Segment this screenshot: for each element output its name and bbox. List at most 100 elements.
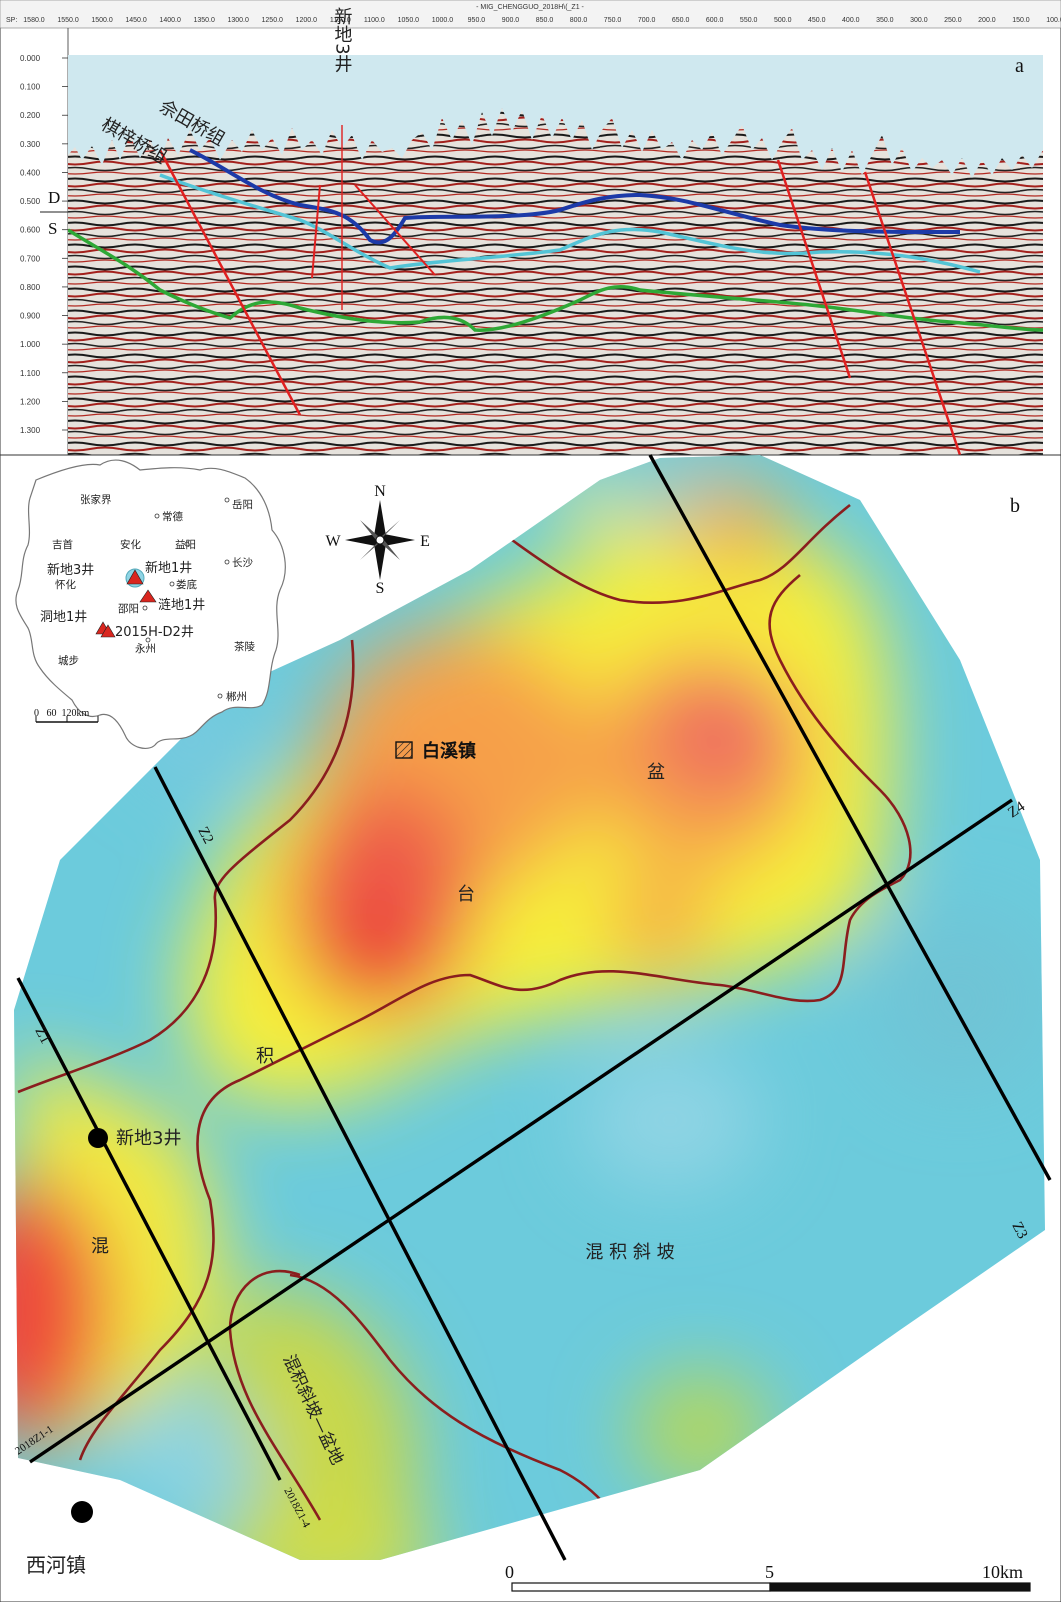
time-tick-label: 0.200 — [20, 111, 41, 120]
seismic-section-panel: - MIG_CHENGGUO_2018H\(_Z1 - SP: 1580.0 15… — [0, 0, 1061, 456]
compass-s: S — [376, 580, 385, 597]
line-label-z1: Z1 — [31, 1024, 53, 1046]
time-tick-label: 0.600 — [20, 226, 41, 235]
sp-tick-label: 650.0 — [672, 17, 690, 24]
line-label-z3: Z3 — [1008, 1219, 1030, 1241]
zone-label-hun: 混 — [91, 1236, 109, 1257]
sp-tick-label: 300.0 — [910, 17, 928, 24]
time-tick-label: 1.000 — [20, 340, 41, 349]
inset-city-huaihua: 怀化 — [55, 578, 76, 591]
sp-tick-label: 950.0 — [468, 17, 486, 24]
sp-tick-label: 1000.0 — [432, 17, 454, 24]
sp-tick-label: 750.0 — [604, 17, 622, 24]
scale-label-5: 5 — [765, 1562, 774, 1582]
inset-well-dongdi1: 洞地1井 — [40, 610, 87, 625]
inset-well-xd1: 新地1井 — [145, 560, 192, 576]
inset-city-anhua: 安化 — [120, 538, 141, 551]
section-header-title: - MIG_CHENGGUO_2018H\(_Z1 - — [476, 4, 584, 11]
sp-tick-label: 250.0 — [944, 17, 962, 24]
sp-tick-label: 800.0 — [570, 17, 588, 24]
sp-tick-label: 1100.0 — [364, 17, 385, 24]
north-arrow: N S E W — [325, 483, 429, 597]
time-tick-label: 0.400 — [20, 168, 41, 177]
town-marker-xihe — [71, 1501, 93, 1523]
sp-tick-label: 500.0 — [774, 17, 792, 24]
scale-label-10km: 10km — [982, 1562, 1023, 1582]
town-label-xihe: 西河镇 — [26, 1553, 86, 1577]
well-label-xd3: 新地3井 — [116, 1128, 181, 1149]
panel-a-label: a — [1015, 55, 1024, 77]
sp-tick-label: 1450.0 — [125, 17, 147, 24]
inset-well-liandi1: 涟地1井 — [158, 597, 205, 613]
sp-tick-label: 450.0 — [808, 17, 826, 24]
sp-tick-labels: 1580.0 1550.0 1500.0 1450.0 1400.0 1350.0 1300… — [23, 17, 1061, 24]
inset-city-changde: 常德 — [162, 510, 183, 523]
zone-label-pen: 盆 — [647, 762, 665, 783]
inset-city-loudi: 娄底 — [176, 578, 197, 591]
time-tick-label: 0.000 — [20, 54, 41, 63]
time-tick-label: 0.300 — [20, 140, 41, 149]
inset-city-chenzhou: 郴州 — [226, 690, 247, 703]
sp-tick-label: 1550.0 — [57, 17, 79, 24]
time-tick-label: 1.300 — [20, 426, 41, 435]
town-symbol-baixi — [395, 741, 413, 759]
zone-label-ji: 积 — [256, 1046, 274, 1067]
seismic-lines — [16, 454, 1052, 1561]
inset-city-chengbu: 城步 — [58, 655, 79, 667]
inset-city-chaling: 茶陵 — [234, 640, 255, 653]
sp-tick-label: 1250.0 — [262, 17, 284, 24]
compass-e: E — [420, 533, 430, 550]
time-tick-label: 0.800 — [20, 283, 41, 292]
inset-city-yiyang: 益阳 — [175, 538, 196, 551]
inset-city-yongzhou: 永州 — [135, 642, 156, 655]
inset-city-shaoyang: 邵阳 — [118, 603, 139, 615]
time-tick-label: 1.200 — [20, 397, 41, 406]
boundary-top-label: D — [48, 188, 60, 207]
sp-tick-label: 1200.0 — [296, 17, 318, 24]
town-label-baixi: 白溪镇 — [422, 740, 476, 762]
inset-scale-label: 0 60 120km — [34, 708, 90, 719]
boundary-bottom-label: S — [48, 219, 57, 238]
sp-tick-label: 600.0 — [706, 17, 724, 24]
time-tick-label: 0.900 — [20, 312, 41, 321]
time-tick-label: 0.700 — [20, 254, 41, 263]
sp-prefix: SP: — [6, 17, 17, 24]
zone-label-tai: 台 — [457, 884, 475, 905]
panel-b-label: b — [1010, 495, 1020, 517]
sp-tick-label: 100.0 — [1046, 17, 1061, 24]
sp-tick-label: 1150.0 — [330, 17, 351, 24]
facies-map-panel: Z1 Z2 Z3 Z4 2018Z1-1 2018Z1-4 盆 台 积 混 混 … — [0, 454, 1061, 1602]
zone-label-slope: 混 积 斜 坡 — [585, 1242, 674, 1263]
time-tick-label: 1.100 — [20, 369, 41, 378]
sp-tick-label: 1580.0 — [23, 17, 45, 24]
sp-tick-label: 900.0 — [502, 17, 520, 24]
time-tick-label: 0.500 — [20, 197, 41, 206]
seismic-body — [68, 108, 1043, 455]
inset-city-changsha: 长沙 — [232, 557, 253, 569]
sp-tick-label: 400.0 — [842, 17, 860, 24]
sp-tick-label: 1050.0 — [398, 17, 420, 24]
sp-tick-label: 1500.0 — [91, 17, 113, 24]
sp-tick-label: 1400.0 — [159, 17, 181, 24]
line-label-z4: Z4 — [1005, 798, 1028, 821]
sp-tick-label: 150.0 — [1012, 17, 1030, 24]
sp-tick-label: 350.0 — [876, 17, 894, 24]
inset-city-jishou: 吉首 — [52, 538, 73, 551]
scale-label-0: 0 — [505, 1562, 514, 1582]
inset-location-map: 张家界 常德 岳阳 吉首 安化 益阳 长沙 怀化 娄底 邵阳 永州 城步 茶陵 … — [15, 459, 286, 749]
well-marker-xd3 — [88, 1128, 108, 1148]
inset-city-zhangjiajie: 张家界 — [80, 493, 112, 506]
sp-tick-label: 850.0 — [536, 17, 554, 24]
line-label-z2: Z2 — [194, 824, 216, 846]
inset-well-xd3: 新地3井 — [47, 562, 94, 578]
well-label-section: 新地3井 — [332, 7, 353, 73]
sp-tick-label: 1350.0 — [193, 17, 215, 24]
time-tick-label: 0.100 — [20, 83, 41, 92]
inset-city-yueyang: 岳阳 — [232, 499, 253, 511]
time-axis: 0.000 0.100 0.200 0.300 0.400 0.500 0.600 0.700… — [20, 54, 68, 435]
inset-well-2015h-d2: 2015H-D2井 — [115, 625, 194, 640]
sp-tick-label: 1300.0 — [227, 17, 249, 24]
scale-bar: 0 5 10km — [505, 1562, 1031, 1592]
sp-tick-label: 550.0 — [740, 17, 758, 24]
